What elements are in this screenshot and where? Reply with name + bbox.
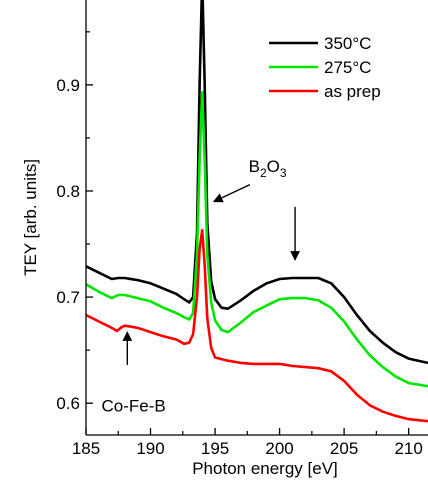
annotations: Co-Fe-B B2O3 — [101, 157, 300, 416]
x-tick-label: 210 — [394, 439, 422, 458]
y-axis-title: TEY [arb. units] — [21, 159, 40, 276]
y-tick-label: 0.6 — [56, 394, 80, 413]
legend: 350°C 275°C as prep — [269, 34, 381, 101]
x-axis-title: Photon energy [eV] — [192, 459, 338, 478]
series-line-2 — [86, 228, 428, 423]
y-tick-label: 0.9 — [56, 76, 80, 95]
x-tick-label: 190 — [136, 439, 164, 458]
y-tick-label: 0.8 — [56, 182, 80, 201]
cofeb-label: Co-Fe-B — [101, 397, 165, 416]
legend-label-0: 350°C — [324, 34, 371, 53]
x-tick-label: 205 — [330, 439, 358, 458]
legend-label-1: 275°C — [324, 58, 371, 77]
x-tick-label: 195 — [201, 439, 229, 458]
x-tick-label: 200 — [265, 439, 293, 458]
series-layer — [86, 0, 428, 423]
y-tick-label: 0.7 — [56, 288, 80, 307]
b2o3-label: B2O3 — [249, 157, 287, 180]
series-line-0 — [86, 0, 428, 365]
x-tick-label: 185 — [72, 439, 100, 458]
series-line-1 — [86, 91, 428, 388]
b2o3-arrow-left — [212, 183, 251, 203]
legend-label-2: as prep — [324, 82, 381, 101]
axes-layer: 185 190 195 200 205 210 0.6 0.7 0.8 0.9 Photon ene… — [21, 0, 428, 478]
